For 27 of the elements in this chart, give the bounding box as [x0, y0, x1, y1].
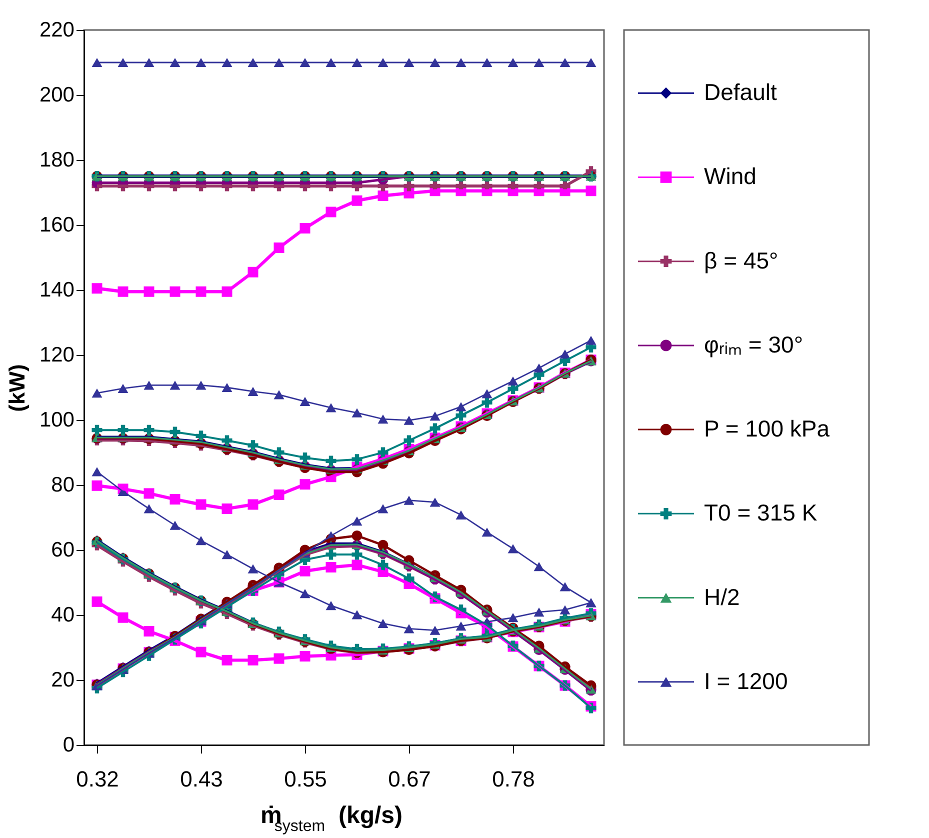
- y-tick-label: 220: [39, 18, 74, 42]
- y-tick-label: 100: [39, 408, 74, 432]
- legend-label: φᵣᵢₘ = 30°: [704, 331, 804, 358]
- y-tick-label: 160: [39, 214, 74, 236]
- legend-label: β = 45°: [704, 247, 778, 274]
- legend-label: I = 1200: [704, 668, 788, 694]
- x-tick-label: 0.67: [388, 766, 431, 792]
- y-axis-title: (kW): [4, 364, 30, 412]
- y-tick-label: 40: [51, 604, 74, 626]
- x-axis-title: ṁsystem (kg/s): [260, 802, 402, 835]
- y-tick-label: 200: [39, 84, 74, 106]
- y-tick-label: 140: [39, 278, 74, 302]
- x-tick-label: 0.78: [492, 766, 535, 792]
- legend-label: Default: [704, 79, 778, 106]
- x-tick-label: 0.43: [180, 766, 223, 792]
- y-tick-label: 180: [39, 148, 74, 172]
- legend-label: P = 100 kPa: [704, 416, 830, 442]
- legend-label: H/2: [704, 584, 740, 610]
- y-tick-label: 0: [62, 734, 74, 756]
- x-tick-label: 0.55: [284, 766, 327, 792]
- legend-label: T0 = 315 K: [704, 500, 818, 526]
- y-tick-label: 60: [51, 538, 74, 562]
- x-tick-label: 0.32: [76, 766, 119, 792]
- y-tick-label: 80: [51, 474, 74, 496]
- y-tick-label: 120: [39, 344, 74, 366]
- legend-label: Wind: [704, 163, 756, 190]
- y-tick-label: 20: [51, 668, 74, 692]
